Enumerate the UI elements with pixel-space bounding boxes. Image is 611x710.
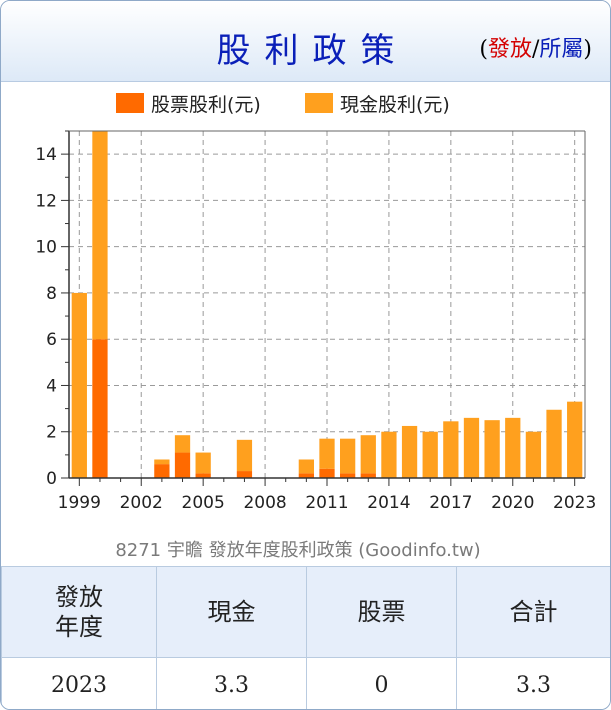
link-separator: / <box>531 37 540 62</box>
bar-cash-2018 <box>463 417 480 478</box>
x-tick-label: 2014 <box>367 493 410 513</box>
bar-cash-2003 <box>154 459 170 465</box>
x-tick-label: 2002 <box>120 493 163 513</box>
x-tick-label: 1999 <box>58 493 101 513</box>
bar-cash-1999 <box>71 292 87 478</box>
bar-cash-2013 <box>360 435 376 474</box>
x-tick-label: 2011 <box>305 493 348 513</box>
y-tick-label: 2 <box>46 423 57 443</box>
chart-caption: 8271 宇瞻 發放年度股利政策 (Goodinfo.tw) <box>115 540 480 561</box>
chart-svg: 股票股利(元) 現金股利(元) 0 2 4 6 8 10 12 14 1999 2002 2005 2… <box>35 93 596 561</box>
header-cell-year: 發放 年度 <box>1 566 157 658</box>
chart-bars <box>71 131 583 478</box>
view-mode-links: (發放/所屬) <box>479 31 592 63</box>
bar-cash-2017 <box>443 421 459 478</box>
bar-cash-2005 <box>195 452 211 474</box>
y-tick-label: 0 <box>46 469 57 489</box>
bar-stock-2007 <box>236 471 253 478</box>
x-tick-label: 2023 <box>553 493 596 513</box>
y-tick-label: 6 <box>46 330 57 350</box>
bar-cash-2022 <box>546 409 562 478</box>
legend-swatch-stock <box>116 93 144 113</box>
bar-cash-2019 <box>484 420 500 478</box>
cell-year: 2023 <box>1 657 157 709</box>
bar-cash-2021 <box>525 431 542 478</box>
panel-title-text: 股利政策 <box>216 31 409 71</box>
bar-cash-2012 <box>340 438 356 474</box>
legend-swatch-cash <box>305 93 333 113</box>
paren-close: ) <box>583 37 592 62</box>
bar-cash-2015 <box>401 425 418 478</box>
bar-cash-2023 <box>567 401 583 478</box>
bar-cash-2014 <box>381 431 397 478</box>
header-cell-total: 合計 <box>456 566 610 658</box>
bar-cash-2010 <box>298 459 314 474</box>
chart-axes: 0 2 4 6 8 10 12 14 1999 2002 2005 2008 2011 2014 2017 2… <box>35 130 596 513</box>
issue-year-link[interactable]: 發放 <box>487 37 532 62</box>
bar-cash-2011 <box>319 438 335 469</box>
table-row: 2023 3.3 0 3.3 <box>1 657 610 709</box>
bar-stock-2005 <box>195 473 211 478</box>
y-tick-label: 4 <box>46 376 57 396</box>
bar-cash-2000 <box>92 131 108 340</box>
chart-legend: 股票股利(元) 現金股利(元) <box>116 93 450 116</box>
bar-stock-2013 <box>360 473 376 478</box>
panel-header: 股利政策 (發放/所屬) <box>1 1 610 82</box>
bar-cash-2016 <box>422 431 438 478</box>
bar-stock-2012 <box>340 473 356 478</box>
y-tick-label: 12 <box>35 191 57 211</box>
header-cell-stock: 股票 <box>306 566 457 658</box>
x-tick-label: 2005 <box>182 493 225 513</box>
legend-label-stock: 股票股利(元) <box>151 94 261 116</box>
bar-stock-2004 <box>174 452 191 478</box>
bar-cash-2020 <box>505 417 521 478</box>
dividend-table: 發放 年度 現金 股票 合計 2023 3.3 0 3.3 <box>1 566 610 709</box>
y-tick-label: 14 <box>35 145 57 165</box>
bar-stock-2003 <box>154 464 170 478</box>
cell-stock: 0 <box>306 657 457 709</box>
belong-year-link[interactable]: 所屬 <box>539 37 584 62</box>
x-tick-label: 2017 <box>429 493 472 513</box>
y-tick-label: 10 <box>35 238 57 258</box>
bar-stock-2010 <box>298 473 314 478</box>
dividend-chart: 股票股利(元) 現金股利(元) 0 2 4 6 8 10 12 14 1999 2002 2005 2… <box>1 82 610 566</box>
paren-open: ( <box>479 37 488 62</box>
panel-title: 股利政策 <box>1 23 610 72</box>
x-tick-label: 2020 <box>491 493 534 513</box>
bar-stock-2011 <box>319 468 335 478</box>
cell-total: 3.3 <box>456 657 610 709</box>
header-cell-cash: 現金 <box>156 566 307 658</box>
x-tick-label: 2008 <box>243 493 286 513</box>
table-header-row: 發放 年度 現金 股票 合計 <box>1 566 610 658</box>
legend-label-cash: 現金股利(元) <box>340 94 450 116</box>
bar-cash-2007 <box>236 439 253 472</box>
bar-stock-2000 <box>92 339 108 478</box>
bar-cash-2004 <box>174 435 191 453</box>
y-tick-label: 8 <box>46 284 57 304</box>
cell-cash: 3.3 <box>156 657 307 709</box>
